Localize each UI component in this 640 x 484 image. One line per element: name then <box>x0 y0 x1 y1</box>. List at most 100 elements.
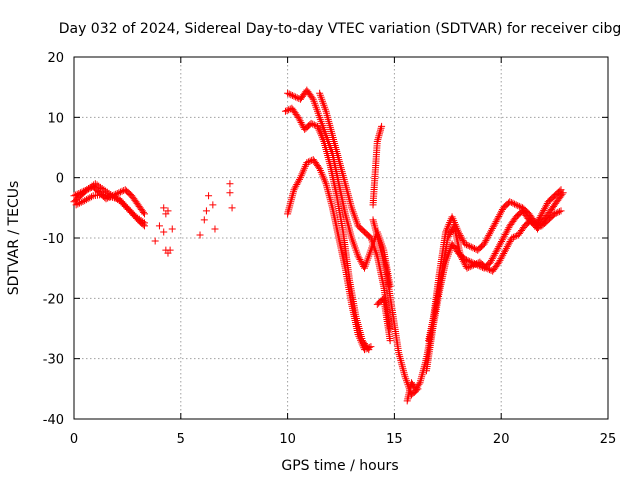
data-point <box>128 208 136 216</box>
data-point <box>73 190 81 198</box>
data-point <box>460 259 468 267</box>
data-point <box>294 179 302 187</box>
data-point <box>115 189 123 197</box>
data-point <box>78 188 86 196</box>
y-tick-label: 10 <box>47 111 64 126</box>
data-point <box>506 237 514 245</box>
data-point <box>463 264 471 272</box>
data-point <box>487 228 495 236</box>
data-point <box>502 229 510 237</box>
data-point <box>501 231 509 239</box>
data-point <box>495 258 503 266</box>
data-point <box>364 344 372 352</box>
data-point <box>511 232 519 240</box>
data-point <box>493 246 501 254</box>
data-point <box>74 200 82 208</box>
data-point <box>497 239 505 247</box>
data-point <box>504 241 512 249</box>
data-point <box>497 209 505 217</box>
data-point <box>555 208 563 216</box>
data-point <box>551 210 559 218</box>
data-point <box>123 204 131 212</box>
data-point <box>457 233 465 241</box>
data-point <box>292 182 300 190</box>
data-point <box>499 234 507 242</box>
data-point <box>445 232 453 240</box>
data-point <box>196 231 204 239</box>
y-tick-label: 20 <box>47 51 64 66</box>
data-point <box>386 337 394 345</box>
data-point <box>538 210 546 218</box>
data-point <box>290 186 298 194</box>
x-axis-label: GPS time / hours <box>281 458 398 474</box>
x-tick-label: 20 <box>493 432 510 447</box>
data-point <box>498 207 506 215</box>
data-point <box>512 201 520 209</box>
data-point <box>466 257 474 265</box>
data-point <box>500 232 508 240</box>
data-point <box>480 240 488 248</box>
series-storm-3 <box>284 156 375 354</box>
data-point <box>541 205 549 213</box>
y-tick-label: -20 <box>43 292 64 307</box>
data-point <box>482 264 490 272</box>
data-point <box>467 243 475 251</box>
data-point <box>491 250 499 258</box>
data-point <box>503 227 511 235</box>
data-point <box>531 219 539 227</box>
data-point <box>466 263 474 271</box>
data-point <box>116 196 124 204</box>
data-point <box>294 113 302 121</box>
data-point <box>377 124 385 132</box>
data-point <box>499 251 507 259</box>
y-axis-label: SDTVAR / TECUs <box>6 181 22 296</box>
data-point <box>496 256 504 264</box>
series-storm-6 <box>369 216 422 399</box>
series-storm-7 <box>373 294 394 345</box>
data-point <box>310 121 318 129</box>
data-point <box>493 216 501 224</box>
data-point <box>80 187 88 195</box>
data-point <box>492 218 500 226</box>
data-point <box>296 117 304 125</box>
data-point <box>75 190 83 198</box>
data-point <box>355 254 363 262</box>
data-point <box>504 225 512 233</box>
series-recovery-2 <box>422 186 565 375</box>
data-point <box>498 253 506 261</box>
data-point <box>484 265 492 273</box>
data-point <box>226 180 234 188</box>
data-point <box>367 343 375 351</box>
data-point <box>140 219 148 227</box>
x-tick-label: 25 <box>600 432 617 447</box>
data-point <box>375 132 383 140</box>
data-point <box>488 225 496 233</box>
data-point <box>415 380 423 388</box>
series-recovery-4 <box>519 204 565 230</box>
data-point <box>308 94 316 102</box>
data-point <box>291 184 299 192</box>
x-tick-label: 5 <box>177 432 185 447</box>
data-point <box>490 251 498 259</box>
data-layer <box>70 86 567 405</box>
y-tick-label: -30 <box>43 353 64 368</box>
data-point <box>507 199 515 207</box>
series-early-3 <box>72 191 148 227</box>
data-point <box>298 120 306 128</box>
data-point <box>77 198 85 206</box>
data-point <box>362 345 370 353</box>
data-point <box>76 189 84 197</box>
data-point <box>489 253 497 261</box>
data-point <box>140 210 148 218</box>
data-point <box>307 119 315 127</box>
data-point <box>211 225 219 233</box>
data-point <box>492 248 500 256</box>
data-point <box>226 189 234 197</box>
data-point <box>506 198 514 206</box>
data-point <box>360 346 368 354</box>
data-point <box>200 216 208 224</box>
data-point <box>491 219 499 227</box>
data-point <box>304 158 312 166</box>
data-point <box>559 189 567 197</box>
